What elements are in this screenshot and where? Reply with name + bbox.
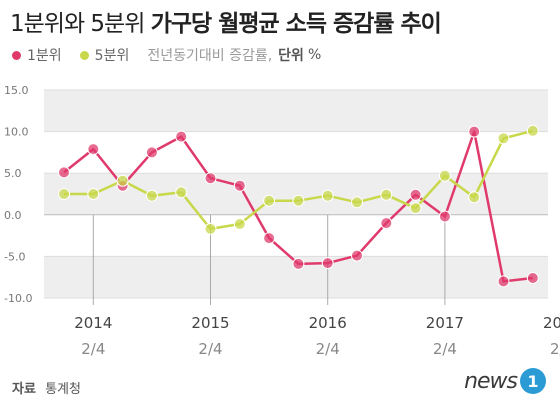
y-tick-label: 15.0: [4, 84, 29, 97]
x-tick-quarter: 2/4: [198, 340, 222, 358]
source: 자료 통계청: [12, 378, 81, 397]
x-tick-year: 2014: [74, 314, 112, 332]
grid-band-0: [44, 90, 548, 132]
x-tick-quarter: 2/4: [550, 340, 560, 358]
series-1-point: [204, 172, 217, 185]
legend-unit-symbol: %: [307, 47, 322, 63]
series-2-point: [87, 188, 100, 200]
series-2-point: [263, 194, 276, 207]
legend-description: 전년동기대비 증감률,: [147, 48, 273, 64]
series-2-point: [321, 189, 334, 202]
y-tick-label: 0.0: [4, 209, 22, 222]
y-tick-label: -5.0: [4, 250, 25, 263]
series-2-point: [497, 132, 510, 145]
logo-badge: 1: [520, 368, 546, 394]
series-1-point: [468, 125, 481, 138]
legend-item-series2: 5분위: [79, 45, 130, 65]
source-key: 자료: [12, 382, 36, 397]
x-tick-year: 2015: [191, 314, 229, 332]
series-2-point: [438, 169, 451, 182]
series-1-point: [233, 179, 246, 192]
series-2-point: [292, 194, 305, 207]
series-2-point: [526, 124, 539, 137]
series-1-point: [526, 272, 539, 284]
series-2-point: [409, 202, 422, 215]
news1-logo: news 1: [464, 368, 546, 394]
y-tick-label: 10.0: [4, 126, 29, 139]
series-2-point: [233, 218, 246, 230]
series-1-point: [292, 257, 305, 270]
series-1-point: [263, 232, 276, 245]
series-2-point: [116, 174, 129, 187]
legend-unit-label: 단위: [278, 48, 304, 64]
x-tick-year: 2017: [426, 314, 464, 332]
legend-item-series1: 1분위: [12, 45, 62, 65]
legend-dot-series2: [79, 50, 89, 60]
x-tick-quarter: 2/4: [433, 340, 457, 358]
series-2-point: [58, 188, 70, 200]
legend-dot-series1: [12, 50, 21, 60]
chart-title: 1분위와 5분위 가구당 월평균 소득 증감률 추이: [10, 4, 442, 38]
series-1-point: [380, 217, 393, 230]
legend-label-series2: 5분위: [94, 48, 130, 64]
series-2-point: [380, 188, 393, 201]
series-1-point: [145, 146, 158, 159]
title-light: 1분위와 5분위: [10, 11, 145, 37]
series-1-point: [409, 188, 422, 201]
y-tick-label: -10.0: [4, 292, 32, 305]
series-1-point: [321, 257, 334, 270]
x-tick-year: 2018: [543, 314, 560, 332]
series-2-point: [175, 186, 188, 199]
series-2-point: [204, 222, 217, 235]
source-value: 통계청: [45, 382, 81, 397]
legend-label-series1: 1분위: [27, 48, 62, 64]
x-tick-quarter: 2/4: [81, 340, 105, 358]
logo-text: news: [464, 368, 518, 394]
series-2-point: [145, 189, 158, 202]
series-1-point: [87, 143, 100, 156]
x-tick-year: 2016: [309, 314, 347, 332]
title-bold: 가구당 월평균 소득 증감률 추이: [150, 11, 442, 37]
series-1-point: [58, 166, 70, 179]
series-2-point: [351, 196, 363, 209]
series-1-point: [175, 130, 188, 143]
series-1-point: [497, 275, 510, 288]
series-1-point: [438, 210, 451, 223]
y-tick-label: 5.0: [4, 167, 22, 180]
series-2-point: [468, 191, 481, 204]
x-tick-quarter: 2/4: [316, 340, 340, 358]
legend: 1분위 5분위 전년동기대비 증감률, 단위 %: [12, 45, 321, 65]
series-1-point: [351, 249, 363, 262]
